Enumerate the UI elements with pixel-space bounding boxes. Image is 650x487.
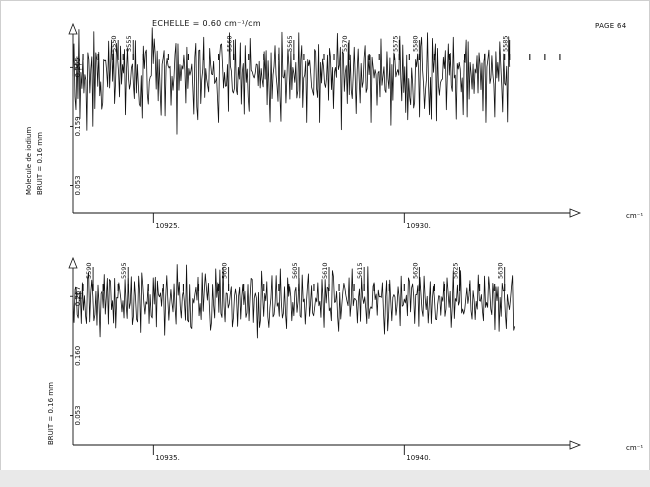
chart-1-x-tick-label: 10930. bbox=[406, 222, 431, 230]
chart-1-line-number-label: 5550 bbox=[110, 35, 118, 52]
chart-2-line-number-label: 5620 bbox=[411, 262, 419, 279]
chart-2-line-number-label: 5625 bbox=[452, 262, 460, 279]
chart-2-line-number-label: 5630 bbox=[497, 262, 505, 279]
chart-1-line-number-label: 5580 bbox=[411, 35, 419, 52]
chart-2-line-number-label: 5600 bbox=[221, 262, 229, 279]
chart-2-line-number-label: 5610 bbox=[321, 262, 329, 279]
chart-1-y-axis-arrow bbox=[68, 22, 78, 35]
chart-2-y-axis-arrow bbox=[68, 256, 78, 269]
chart-1-y-tick-label: 0.159 bbox=[74, 116, 82, 136]
chart-2-y-tick-label: 0.267 bbox=[74, 286, 82, 306]
chart-2-line-number-label: 5590 bbox=[85, 262, 93, 279]
chart-1-line-number-label: 5585 bbox=[502, 35, 510, 52]
chart-1-line-number-label: 5565 bbox=[286, 35, 294, 52]
page-number: PAGE 64 bbox=[595, 22, 627, 30]
chart-2-line-number-label: 5615 bbox=[356, 262, 364, 279]
chart-1-x-tick-label: 10925. bbox=[155, 222, 180, 230]
chart-1-line-number-label: 5555 bbox=[125, 35, 133, 52]
chart-1-x-axis-arrow bbox=[569, 208, 582, 218]
chart-2-x-tick-label: 10940. bbox=[406, 454, 431, 462]
chart-1-noise-marker: |-| bbox=[74, 63, 82, 70]
chart-1-line-number-label: 5575 bbox=[391, 35, 399, 52]
page-bottom-shade bbox=[0, 470, 650, 487]
chart-2-y-tick-label: 0.053 bbox=[74, 405, 82, 425]
chart-2-noise-marker: |-| bbox=[74, 292, 82, 299]
chart-1-spectrum-trace bbox=[72, 27, 511, 135]
chart-2-y-tick-label: 0.160 bbox=[74, 346, 82, 366]
scale-label: ECHELLE = 0.60 cm⁻¹/cm bbox=[152, 19, 261, 28]
chart-2-line-number-label: 5595 bbox=[120, 262, 128, 279]
chart-1-x-unit: cm⁻¹ bbox=[626, 212, 644, 220]
chart-2-x-axis-arrow bbox=[569, 440, 582, 450]
chart-2-x-unit: cm⁻¹ bbox=[626, 444, 644, 452]
chart-2-spectrum-trace bbox=[72, 264, 516, 339]
chart-2-x-tick-label: 10935. bbox=[155, 454, 180, 462]
chart-2-line-number-label: 5605 bbox=[291, 262, 299, 279]
chart-1-line-number-label: 5570 bbox=[341, 35, 349, 52]
chart-1-y-tick-label: 0.053 bbox=[74, 175, 82, 195]
